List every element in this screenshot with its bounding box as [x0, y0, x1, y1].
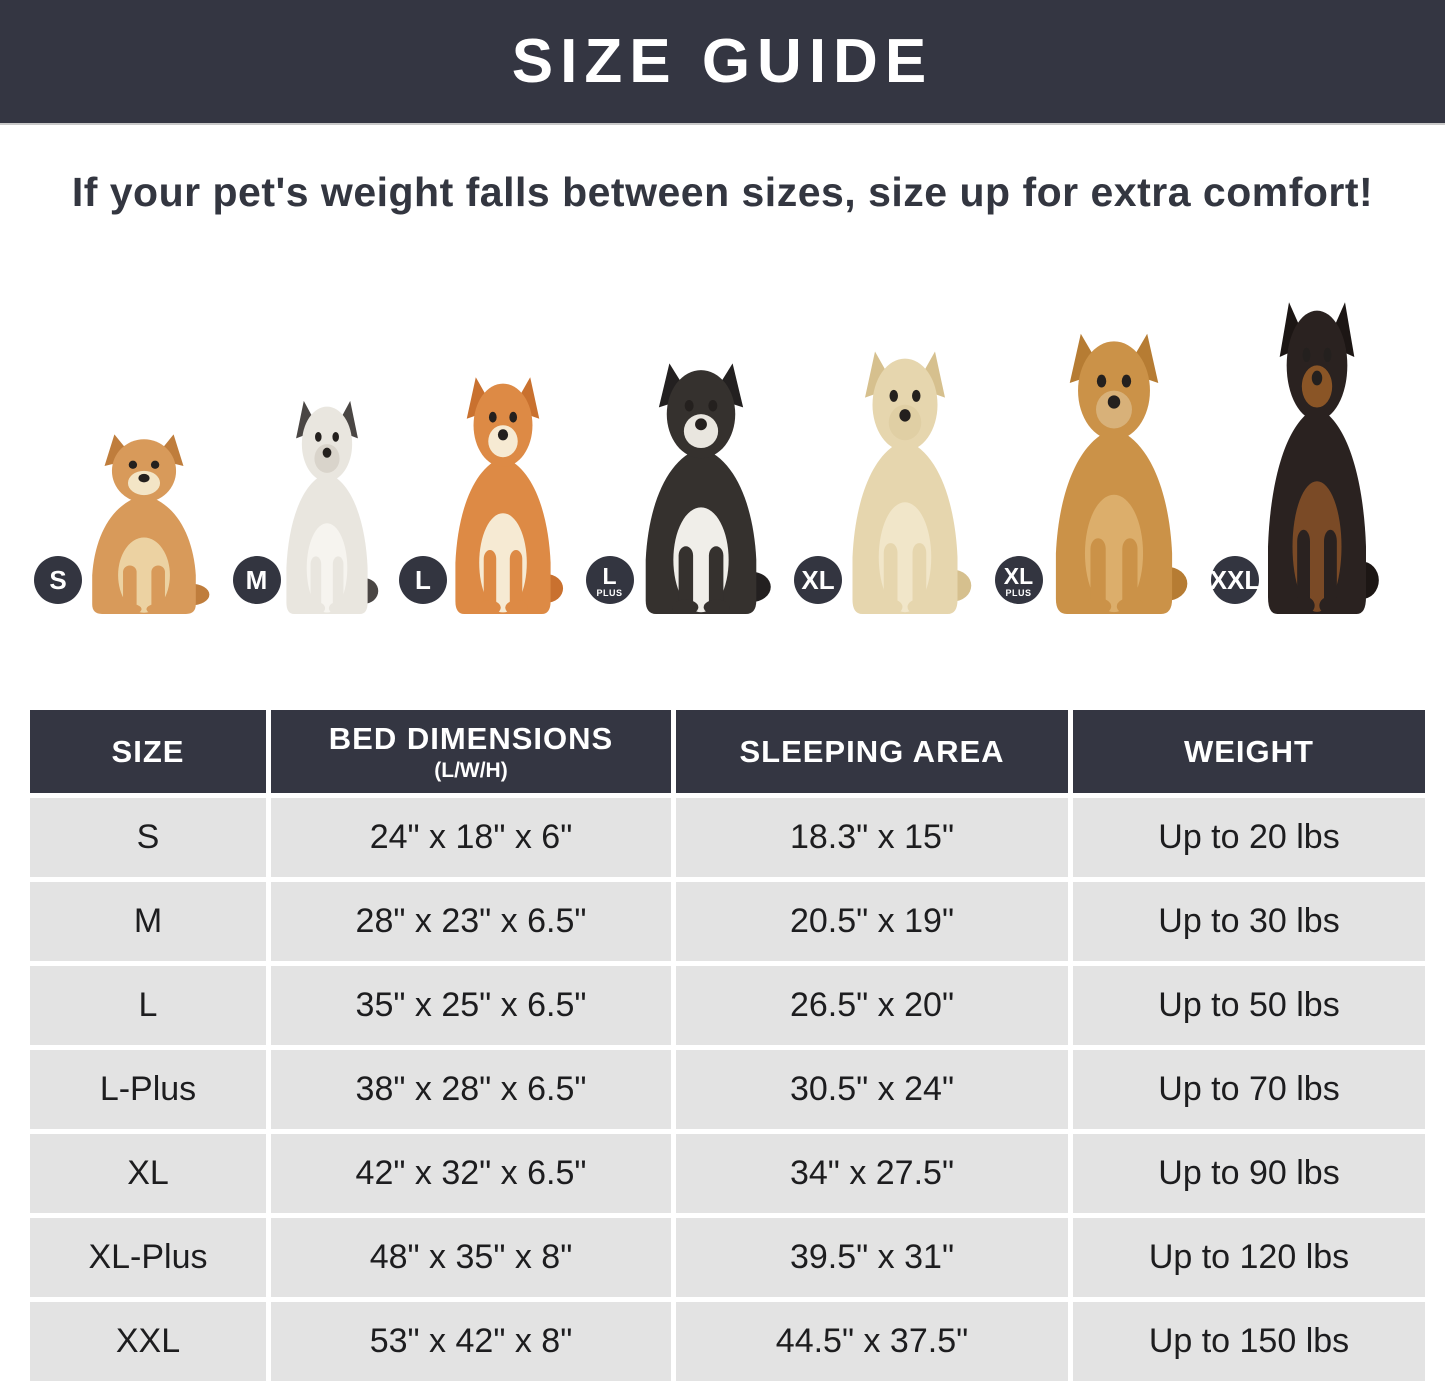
page-title: SIZE GUIDE	[511, 27, 934, 96]
badge-label: S	[49, 565, 67, 595]
badge-label: XXL	[1209, 565, 1261, 595]
size-badge-xl: XL	[794, 556, 842, 604]
cell-bed-dimensions: 35" x 25" x 6.5"	[271, 966, 671, 1045]
cell-weight: Up to 20 lbs	[1073, 798, 1425, 877]
subtitle-text: If your pet's weight falls between sizes…	[71, 169, 1374, 215]
cell-bed-dimensions: 53" x 42" x 8"	[271, 1302, 671, 1381]
badge-label: M	[245, 565, 268, 595]
cell-sleeping-area: 39.5" x 31"	[676, 1218, 1068, 1297]
cell-sleeping-area: 30.5" x 24"	[676, 1050, 1068, 1129]
size-badge-m: M	[232, 556, 281, 604]
cell-sleeping-area: 18.3" x 15"	[676, 798, 1068, 877]
badge-sub-label: PLUS	[1005, 587, 1032, 598]
dog-figure-l-plus: L PLUS	[585, 360, 780, 614]
cell-bed-dimensions: 28" x 23" x 6.5"	[271, 882, 671, 961]
cell-bed-dimensions: 48" x 35" x 8"	[271, 1218, 671, 1297]
cell-weight: Up to 150 lbs	[1073, 1302, 1425, 1381]
cell-weight: Up to 50 lbs	[1073, 966, 1425, 1045]
shiba-inu-illustration	[455, 377, 564, 614]
badge-label: XL	[1003, 562, 1034, 589]
size-badge-s: S	[34, 556, 82, 604]
golden-retriever-illustration	[1055, 333, 1187, 614]
cell-size: L	[30, 966, 266, 1045]
size-badge-l-plus: L PLUS	[585, 556, 634, 604]
doberman-illustration	[1268, 302, 1379, 614]
column-header-sleeping-area: SLEEPING AREA	[676, 710, 1068, 793]
cell-size: XL	[30, 1134, 266, 1213]
cell-sleeping-area: 34" x 27.5"	[676, 1134, 1068, 1213]
cell-sleeping-area: 26.5" x 20"	[676, 966, 1068, 1045]
header-banner: SIZE GUIDE	[0, 0, 1445, 125]
cell-bed-dimensions: 38" x 28" x 6.5"	[271, 1050, 671, 1129]
column-header-weight: WEIGHT	[1073, 710, 1425, 793]
dog-figure-xl: XL	[794, 348, 980, 614]
cell-weight: Up to 90 lbs	[1073, 1134, 1425, 1213]
cell-size: S	[30, 798, 266, 877]
column-header-bed-dimensions: BED DIMENSIONS (L/W/H)	[271, 710, 671, 793]
badge-sub-label: PLUS	[596, 587, 623, 598]
dog-figure-m: M	[232, 398, 385, 614]
cell-bed-dimensions: 24" x 18" x 6"	[271, 798, 671, 877]
cell-size: M	[30, 882, 266, 961]
labrador-illustration	[852, 351, 972, 614]
size-guide-table: SIZE BED DIMENSIONS (L/W/H) SLEEPING ARE…	[30, 710, 1425, 1381]
size-badge-l: L	[399, 556, 447, 604]
badge-label: L	[415, 565, 431, 595]
border-collie-illustration	[645, 363, 771, 614]
cell-sleeping-area: 20.5" x 19"	[676, 882, 1068, 961]
dog-figure-s: S	[34, 432, 218, 614]
size-badge-xl-plus: XL PLUS	[994, 556, 1043, 604]
cell-bed-dimensions: 42" x 32" x 6.5"	[271, 1134, 671, 1213]
french-bulldog-illustration	[285, 400, 378, 614]
dog-size-comparison-row: S M L L PLUS XL XL PLUS XXL	[0, 224, 1445, 614]
cell-size: XXL	[30, 1302, 266, 1381]
cell-size: L-Plus	[30, 1050, 266, 1129]
size-badge-xxl: XXL	[1209, 556, 1261, 604]
dog-figure-xxl: XXL	[1210, 298, 1387, 614]
cell-weight: Up to 30 lbs	[1073, 882, 1425, 961]
cell-size: XL-Plus	[30, 1218, 266, 1297]
column-header-sub-label: (L/W/H)	[434, 758, 508, 782]
column-header-size: SIZE	[30, 710, 266, 793]
badge-label: L	[602, 562, 617, 589]
cell-sleeping-area: 44.5" x 37.5"	[676, 1302, 1068, 1381]
cell-weight: Up to 70 lbs	[1073, 1050, 1425, 1129]
dog-figure-l: L	[399, 374, 571, 614]
cell-weight: Up to 120 lbs	[1073, 1218, 1425, 1297]
pomeranian-illustration	[92, 434, 210, 614]
dog-figure-xl-plus: XL PLUS	[994, 330, 1197, 614]
badge-label: XL	[801, 565, 835, 595]
